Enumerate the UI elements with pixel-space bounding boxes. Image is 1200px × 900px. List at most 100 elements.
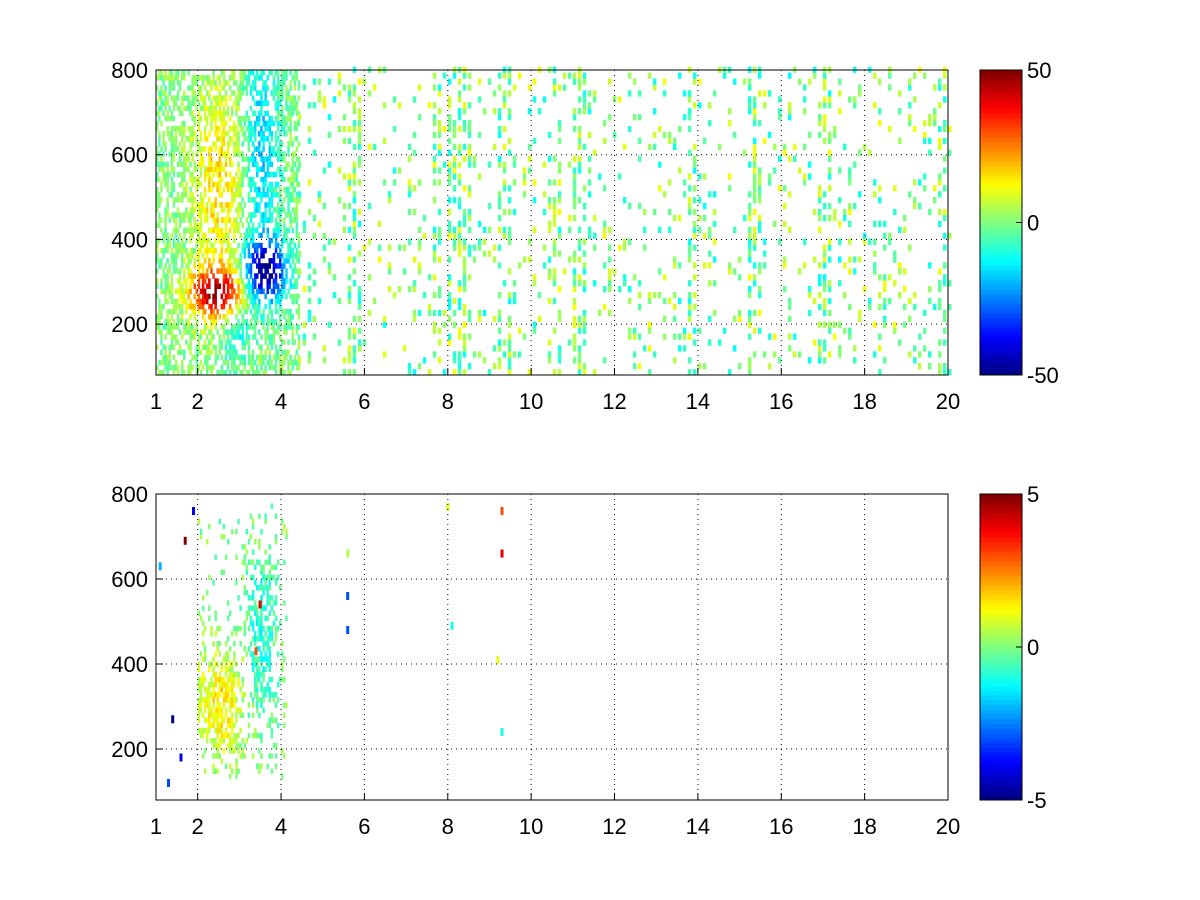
heatmap-cell	[627, 327, 632, 334]
heatmap-cell	[264, 263, 267, 269]
heatmap-cell	[607, 244, 612, 251]
heatmap-cell	[270, 364, 274, 371]
heatmap-cell	[206, 75, 209, 81]
colorbar-segment	[980, 165, 1022, 171]
heatmap-cell	[170, 95, 174, 101]
heatmap-cell	[206, 202, 209, 208]
heatmap-cell	[933, 120, 937, 127]
heatmap-cell	[752, 149, 757, 156]
heatmap-cell	[201, 105, 205, 112]
colorbar-segment	[980, 222, 1022, 228]
heatmap-cell	[237, 120, 240, 127]
heatmap-cell	[176, 237, 180, 244]
heatmap-cell	[218, 339, 221, 345]
heatmap-cell	[170, 298, 174, 305]
heatmap-cell	[357, 339, 362, 346]
heatmap-cell	[203, 131, 207, 137]
heatmap-cell	[216, 707, 219, 713]
heatmap-cell	[462, 351, 467, 358]
heatmap-cell	[206, 590, 209, 596]
heatmap-cell	[206, 697, 209, 703]
heatmap-cell	[164, 105, 167, 112]
colorbar-tick-label: 0	[1027, 635, 1039, 660]
heatmap-cell	[218, 753, 221, 759]
heatmap-cell	[231, 334, 234, 340]
heatmap-cell	[417, 262, 422, 269]
heatmap-cell	[289, 222, 292, 228]
heatmap-cell	[212, 666, 215, 672]
heatmap-cell	[279, 298, 282, 305]
heatmap-cell	[185, 324, 188, 330]
heatmap-cell	[692, 369, 697, 376]
heatmap-cell	[251, 697, 255, 703]
heatmap-cell	[208, 523, 211, 530]
heatmap-cell	[274, 359, 278, 366]
heatmap-cell	[214, 227, 217, 234]
heatmap-cell	[262, 314, 265, 320]
heatmap-cell	[281, 748, 284, 754]
heatmap-cell	[185, 181, 188, 188]
heatmap-cell	[199, 702, 203, 708]
heatmap-cell	[256, 697, 259, 703]
heatmap-cell	[185, 247, 188, 254]
heatmap-cell	[214, 753, 217, 759]
heatmap-cell	[187, 212, 190, 218]
heatmap-cell	[272, 253, 276, 259]
heatmap-cell	[692, 185, 697, 192]
heatmap-cell	[622, 143, 627, 150]
heatmap-cell	[226, 186, 230, 193]
heatmap-cell	[233, 732, 236, 739]
heatmap-cell	[772, 333, 777, 340]
heatmap-cell	[279, 141, 282, 147]
heatmap-cell	[662, 274, 667, 281]
heatmap-cell	[226, 105, 230, 112]
heatmap-cell	[291, 166, 294, 173]
heatmap-cell	[692, 244, 697, 251]
heatmap-cell	[235, 364, 238, 371]
heatmap-cell	[224, 161, 228, 167]
heatmap-cell	[291, 273, 294, 279]
heatmap-cell	[254, 319, 257, 325]
heatmap-cell	[918, 351, 922, 358]
heatmap-cell	[172, 156, 176, 162]
heatmap-cell	[214, 359, 217, 366]
heatmap-cell	[293, 242, 297, 249]
heatmap-cell	[274, 354, 278, 361]
heatmap-cell	[264, 656, 267, 662]
heatmap-cell	[270, 595, 274, 601]
heatmap-cell	[557, 191, 562, 198]
heatmap-cell	[357, 161, 362, 168]
heatmap-cell	[245, 217, 249, 223]
heatmap-cell	[295, 100, 299, 106]
heatmap-cell	[249, 288, 253, 295]
heatmap-cell	[183, 258, 186, 264]
heatmap-cell	[279, 247, 282, 254]
heatmap-cell	[270, 212, 274, 218]
heatmap-cell	[647, 143, 652, 150]
heatmap-cell	[295, 283, 299, 289]
heatmap-cell	[189, 222, 192, 228]
heatmap-cell	[264, 110, 267, 117]
heatmap-cell	[289, 283, 292, 289]
heatmap-cell	[582, 143, 587, 150]
heatmap-cell	[220, 100, 224, 106]
heatmap-cell	[193, 115, 196, 122]
heatmap-cell	[195, 344, 199, 350]
heatmap-cell	[162, 354, 165, 361]
heatmap-cell	[228, 171, 232, 178]
heatmap-cell	[452, 125, 457, 133]
colorbar-segment	[980, 647, 1022, 653]
heatmap-cell	[268, 131, 271, 137]
heatmap-cell	[170, 329, 174, 335]
heatmap-cell	[241, 125, 244, 132]
heatmap-cell	[482, 226, 487, 233]
heatmap-cell	[208, 615, 211, 621]
heatmap-cell	[191, 192, 194, 198]
heatmap-cell	[432, 244, 437, 251]
heatmap-cell	[156, 125, 159, 132]
heatmap-cell	[241, 369, 244, 376]
heatmap-cell	[291, 298, 294, 305]
heatmap-cell	[387, 244, 392, 251]
heatmap-cell	[218, 151, 221, 157]
heatmap-cell	[617, 244, 622, 251]
